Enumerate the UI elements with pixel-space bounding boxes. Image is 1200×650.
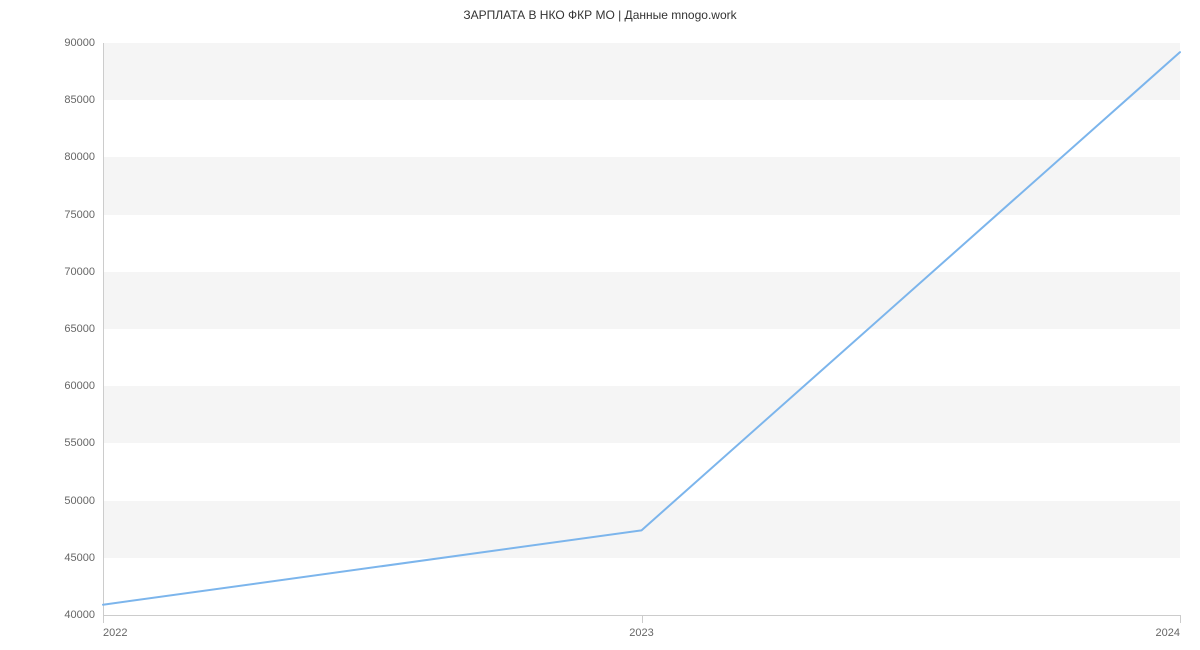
series-line-salary: [103, 52, 1180, 605]
plot-area: 4000045000500005500060000650007000075000…: [103, 43, 1180, 615]
x-tick-mark: [642, 615, 643, 623]
x-tick-label: 2023: [629, 627, 653, 639]
salary-line-chart: ЗАРПЛАТА В НКО ФКР МО | Данные mnogo.wor…: [0, 0, 1200, 650]
x-tick-mark: [1180, 615, 1181, 623]
chart-title: ЗАРПЛАТА В НКО ФКР МО | Данные mnogo.wor…: [0, 8, 1200, 22]
y-tick-label: 75000: [35, 209, 95, 221]
y-tick-label: 65000: [35, 323, 95, 335]
y-tick-label: 90000: [35, 37, 95, 49]
x-tick-label: 2024: [1156, 627, 1180, 639]
y-tick-label: 50000: [35, 495, 95, 507]
x-tick-label: 2022: [103, 627, 127, 639]
y-tick-label: 40000: [35, 609, 95, 621]
y-tick-label: 45000: [35, 552, 95, 564]
y-tick-label: 55000: [35, 437, 95, 449]
series-layer: [103, 43, 1180, 615]
y-tick-label: 85000: [35, 94, 95, 106]
y-tick-label: 80000: [35, 151, 95, 163]
x-tick-mark: [103, 615, 104, 623]
y-tick-label: 60000: [35, 380, 95, 392]
y-tick-label: 70000: [35, 266, 95, 278]
